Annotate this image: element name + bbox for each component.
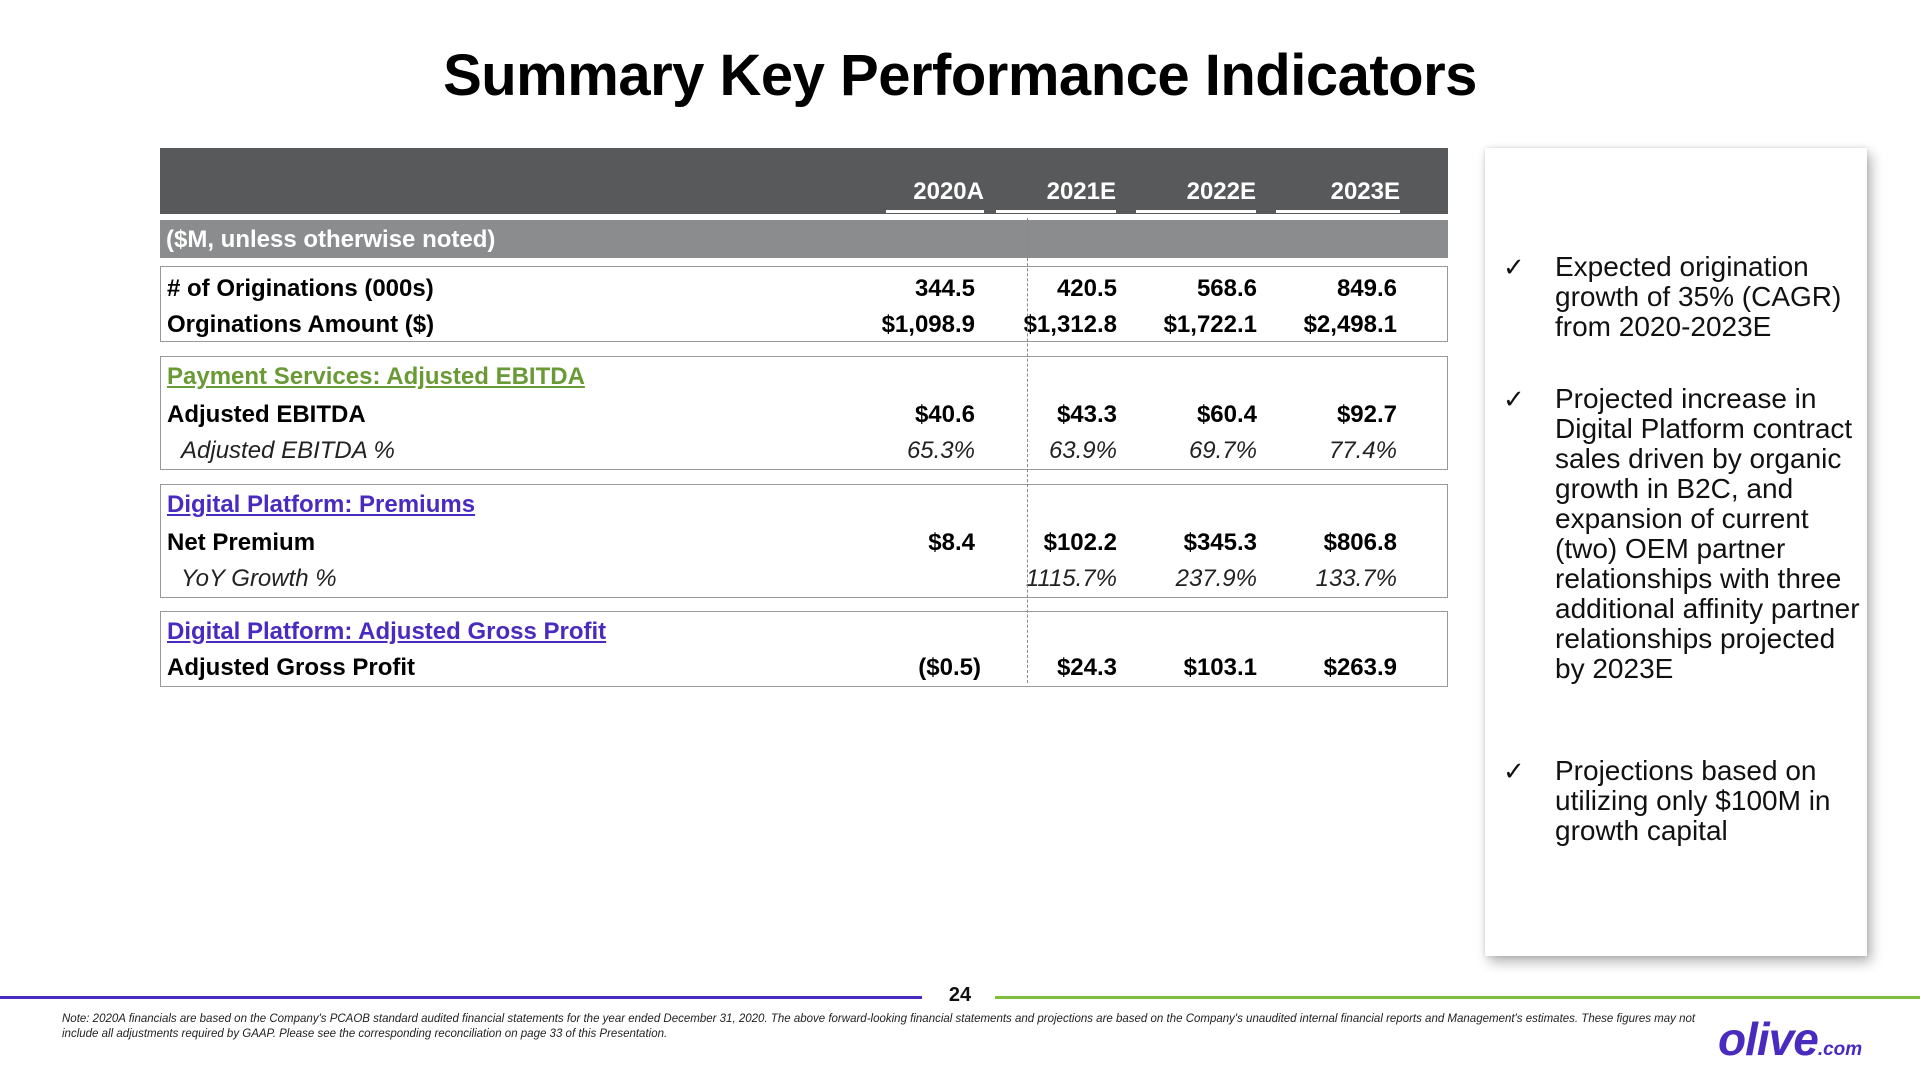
section-title-premiums: Digital Platform: Premiums [167,491,476,518]
cell-gross-profit-2020a: ($0.5) [918,654,981,681]
gross-profit-box: Digital Platform: Adjusted Gross Profit … [160,611,1448,687]
cell-amount-2023e: $2,498.1 [1303,311,1397,338]
check-icon: ✓ [1503,756,1525,786]
cell-yoy-2022e: 237.9% [1175,565,1257,592]
cell-originations-2022e: 568.6 [1196,275,1257,302]
column-divider [1027,218,1028,683]
cell-premium-2023e: $806.8 [1323,529,1397,556]
check-icon: ✓ [1503,252,1525,282]
payment-services-box: Payment Services: Adjusted EBITDA Adjust… [160,356,1448,470]
cell-ebitda-2021e: $43.3 [1056,401,1117,428]
cell-ebitda-pct-2020a: 65.3% [906,437,975,464]
kpi-table: 2020A 2021E 2022E 2023E ($M, unless othe… [160,148,1448,688]
year-2020a: 2020A [886,178,984,213]
cell-yoy-2021e: 1115.7% [1025,565,1117,592]
originations-box: # of Originations (000s) 344.5 420.5 568… [160,266,1448,342]
cell-amount-2021e: $1,312.8 [1023,311,1117,338]
cell-originations-2020a: 344.5 [914,275,975,302]
premiums-box: Digital Platform: Premiums Net Premium $… [160,484,1448,598]
cell-amount-2022e: $1,722.1 [1163,311,1257,338]
check-icon: ✓ [1503,384,1525,414]
cell-gross-profit-2021e: $24.3 [1056,654,1117,681]
insights-sidebar: ✓ Expected origination growth of 35% (CA… [1485,148,1867,956]
page-title: Summary Key Performance Indicators [443,43,1477,108]
page-number: 24 [948,984,972,1006]
row-label-originations-amount: Orginations Amount ($) [167,311,435,338]
cell-ebitda-pct-2021e: 63.9% [1048,437,1117,464]
olive-logo: olive.com [1718,1012,1862,1066]
row-label-adjusted-ebitda: Adjusted EBITDA [167,401,366,428]
year-2021e: 2021E [996,178,1116,213]
cell-originations-2021e: 420.5 [1056,275,1117,302]
unit-label: ($M, unless otherwise noted) [166,226,496,253]
row-label-originations: # of Originations (000s) [167,275,434,302]
cell-ebitda-2020a: $40.6 [914,401,975,428]
table-header-bar: 2020A 2021E 2022E 2023E [160,148,1448,214]
cell-amount-2020a: $1,098.9 [881,311,975,338]
cell-gross-profit-2022e: $103.1 [1183,654,1257,681]
cell-premium-2020a: $8.4 [928,529,975,556]
cell-gross-profit-2023e: $263.9 [1323,654,1397,681]
footer-line-purple [0,996,922,999]
section-title-gross-profit: Digital Platform: Adjusted Gross Profit [167,618,607,645]
bullet-text: Projected increase in Digital Platform c… [1555,383,1860,684]
bullet-text: Expected origination growth of 35% (CAGR… [1555,251,1842,342]
cell-originations-2023e: 849.6 [1336,275,1397,302]
cell-ebitda-pct-2022e: 69.7% [1188,437,1257,464]
row-label-adjusted-gross-profit: Adjusted Gross Profit [167,654,416,681]
cell-premium-2021e: $102.2 [1043,529,1117,556]
year-2023e: 2023E [1276,178,1400,213]
year-2022e: 2022E [1136,178,1256,213]
logo-suffix: .com [1817,1039,1863,1060]
row-label-net-premium: Net Premium [167,529,316,556]
section-title-payment-services: Payment Services: Adjusted EBITDA [167,363,585,390]
footnote: Note: 2020A financials are based on the … [62,1013,1696,1040]
cell-premium-2022e: $345.3 [1183,529,1257,556]
row-label-yoy-growth: YoY Growth % [181,565,337,592]
cell-yoy-2023e: 133.7% [1315,565,1397,592]
cell-ebitda-2023e: $92.7 [1336,401,1397,428]
logo-wordmark: olive [1718,1013,1819,1065]
bullet-text: Projections based on utilizing only $100… [1555,755,1831,846]
cell-ebitda-pct-2023e: 77.4% [1328,437,1397,464]
cell-ebitda-2022e: $60.4 [1196,401,1257,428]
row-label-adjusted-ebitda-pct: Adjusted EBITDA % [181,437,395,464]
unit-bar: ($M, unless otherwise noted) [160,220,1448,258]
footer-line-green [995,996,1920,999]
